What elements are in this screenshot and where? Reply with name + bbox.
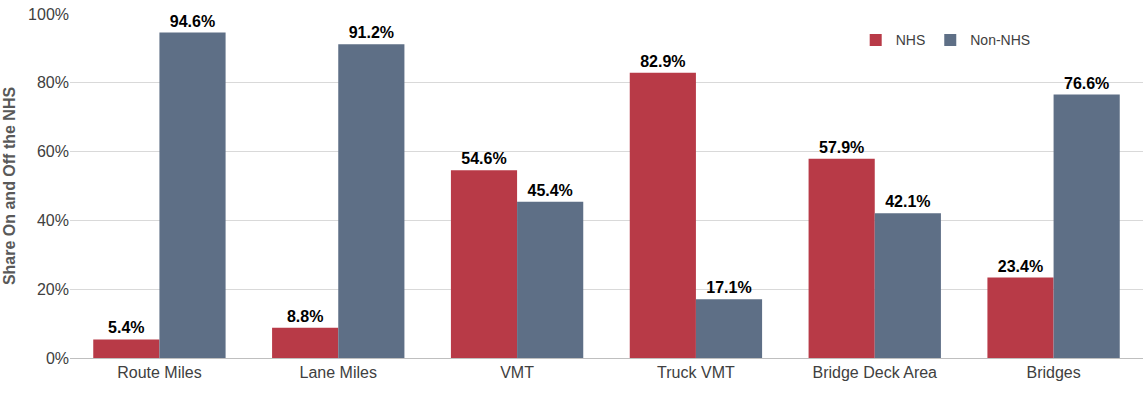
svg-text:82.9%: 82.9% <box>640 53 685 70</box>
svg-text:45.4%: 45.4% <box>527 182 572 199</box>
svg-text:23.4%: 23.4% <box>998 258 1043 275</box>
svg-text:60%: 60% <box>37 143 69 160</box>
svg-text:17.1%: 17.1% <box>706 279 751 296</box>
svg-text:VMT: VMT <box>500 364 534 381</box>
svg-text:5.4%: 5.4% <box>108 319 144 336</box>
svg-text:91.2%: 91.2% <box>349 24 394 41</box>
svg-text:42.1%: 42.1% <box>885 193 930 210</box>
svg-text:Truck VMT: Truck VMT <box>657 364 735 381</box>
svg-text:Non-NHS: Non-NHS <box>970 32 1030 48</box>
svg-text:40%: 40% <box>37 212 69 229</box>
svg-text:80%: 80% <box>37 74 69 91</box>
svg-text:8.8%: 8.8% <box>287 308 323 325</box>
svg-text:20%: 20% <box>37 281 69 298</box>
svg-text:0%: 0% <box>46 350 69 367</box>
svg-text:Bridge Deck Area: Bridge Deck Area <box>812 364 937 381</box>
svg-text:NHS: NHS <box>896 32 926 48</box>
svg-text:94.6%: 94.6% <box>170 13 215 30</box>
svg-text:54.6%: 54.6% <box>461 150 506 167</box>
svg-text:Route Miles: Route Miles <box>117 364 201 381</box>
svg-text:Lane Miles: Lane Miles <box>300 364 377 381</box>
svg-text:Share On and Off the NHS: Share On and Off the NHS <box>1 87 18 286</box>
svg-text:100%: 100% <box>28 6 69 23</box>
svg-text:76.6%: 76.6% <box>1064 75 1109 92</box>
svg-text:57.9%: 57.9% <box>819 139 864 156</box>
svg-text:Bridges: Bridges <box>1026 364 1080 381</box>
